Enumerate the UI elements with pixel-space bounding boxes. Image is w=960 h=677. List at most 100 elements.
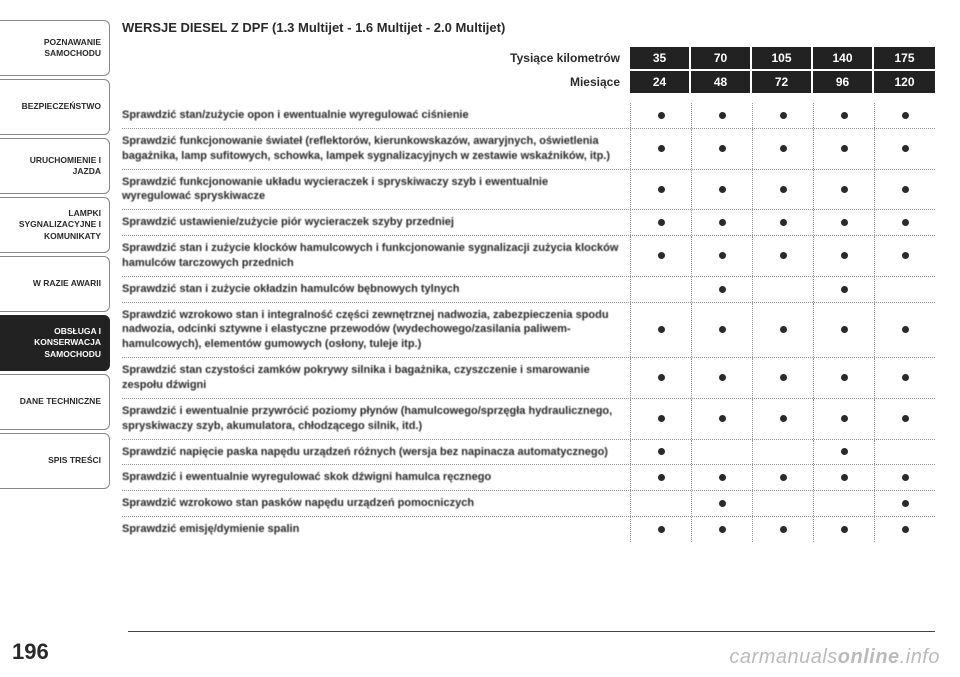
table-row: Sprawdzić emisję/dymienie spalin — [122, 517, 935, 542]
bullet-icon — [902, 374, 909, 381]
bullet-icon — [719, 326, 726, 333]
row-cell — [691, 440, 752, 465]
row-cell — [691, 399, 752, 439]
bullet-icon — [658, 448, 665, 455]
header-cell: 120 — [874, 71, 935, 93]
row-cell — [813, 277, 874, 302]
table-row: Sprawdzić stan czystości zamków pokrywy … — [122, 358, 935, 399]
row-cell — [752, 440, 813, 465]
row-cell — [691, 465, 752, 490]
bullet-icon — [902, 474, 909, 481]
bullet-icon — [902, 526, 909, 533]
table-row: Sprawdzić funkcjonowanie układu wycierac… — [122, 170, 935, 211]
header-cell: 70 — [691, 47, 752, 69]
bullet-icon — [719, 500, 726, 507]
row-cell — [630, 129, 691, 169]
bullet-icon — [780, 474, 787, 481]
row-label: Sprawdzić stan i zużycie okładzin hamulc… — [122, 277, 630, 302]
row-cell — [813, 236, 874, 276]
bullet-icon — [841, 219, 848, 226]
row-cell — [813, 129, 874, 169]
header-cell: 72 — [752, 71, 813, 93]
bullet-icon — [658, 526, 665, 533]
row-label: Sprawdzić ustawienie/zużycie piór wycier… — [122, 210, 630, 235]
sidebar-tab[interactable]: POZNAWANIE SAMOCHODU — [0, 20, 110, 76]
bullet-icon — [658, 374, 665, 381]
row-label: Sprawdzić i ewentualnie wyregulować skok… — [122, 465, 630, 490]
row-cell — [752, 236, 813, 276]
page-number: 196 — [12, 639, 49, 665]
row-cell — [630, 210, 691, 235]
row-cell — [752, 170, 813, 210]
header-label: Tysiące kilometrów — [122, 51, 630, 65]
sidebar-tab[interactable]: OBSŁUGA I KONSERWACJA SAMOCHODU — [0, 315, 110, 371]
header-cell: 35 — [630, 47, 691, 69]
sidebar-tab[interactable]: SPIS TREŚCI — [0, 433, 110, 489]
row-cell — [630, 491, 691, 516]
row-cell — [813, 517, 874, 542]
table-row: Sprawdzić i ewentualnie wyregulować skok… — [122, 465, 935, 491]
header-cell: 105 — [752, 47, 813, 69]
bullet-icon — [902, 326, 909, 333]
row-cell — [752, 129, 813, 169]
row-label: Sprawdzić i ewentualnie przywrócić pozio… — [122, 399, 630, 439]
watermark: carmanualsonline.info — [729, 646, 940, 669]
row-cell — [691, 517, 752, 542]
row-cell — [752, 491, 813, 516]
row-cell — [691, 491, 752, 516]
bullet-icon — [841, 326, 848, 333]
sidebar-tab[interactable]: DANE TECHNICZNE — [0, 374, 110, 430]
bullet-icon — [780, 326, 787, 333]
row-cell — [874, 399, 935, 439]
row-cell — [752, 358, 813, 398]
row-cell — [874, 491, 935, 516]
row-cell — [874, 277, 935, 302]
sidebar-tab[interactable]: LAMPKI SYGNALIZACYJNE I KOMUNIKATY — [0, 197, 110, 253]
row-cell — [874, 210, 935, 235]
sidebar-tab[interactable]: W RAZIE AWARII — [0, 256, 110, 312]
row-cell — [752, 465, 813, 490]
bullet-icon — [902, 415, 909, 422]
bullet-icon — [658, 219, 665, 226]
bullet-icon — [658, 415, 665, 422]
row-cell — [874, 303, 935, 358]
bullet-icon — [658, 252, 665, 259]
bullet-icon — [719, 252, 726, 259]
bullet-icon — [841, 474, 848, 481]
row-cell — [752, 517, 813, 542]
row-cell — [752, 103, 813, 128]
row-cell — [691, 236, 752, 276]
bullet-icon — [902, 145, 909, 152]
row-cell — [630, 517, 691, 542]
row-label: Sprawdzić stan i zużycie klocków hamulco… — [122, 236, 630, 276]
row-label: Sprawdzić funkcjonowanie świateł (reflek… — [122, 129, 630, 169]
row-cell — [874, 440, 935, 465]
bullet-icon — [841, 112, 848, 119]
row-cell — [813, 210, 874, 235]
header-cell: 175 — [874, 47, 935, 69]
row-label: Sprawdzić funkcjonowanie układu wycierac… — [122, 170, 630, 210]
bullet-icon — [780, 112, 787, 119]
sidebar: POZNAWANIE SAMOCHODUBEZPIECZEŃSTWOURUCHO… — [0, 20, 110, 662]
bullet-icon — [719, 526, 726, 533]
page-title: WERSJE DIESEL Z DPF (1.3 Multijet - 1.6 … — [122, 20, 935, 35]
row-cell — [630, 399, 691, 439]
sidebar-tab[interactable]: BEZPIECZEŃSTWO — [0, 79, 110, 135]
bullet-icon — [658, 145, 665, 152]
bullet-icon — [841, 186, 848, 193]
table-row: Sprawdzić wzrokowo stan i integralność c… — [122, 303, 935, 359]
bullet-icon — [658, 112, 665, 119]
bullet-icon — [719, 415, 726, 422]
bullet-icon — [780, 374, 787, 381]
row-cell — [691, 277, 752, 302]
content: WERSJE DIESEL Z DPF (1.3 Multijet - 1.6 … — [122, 20, 935, 662]
row-cell — [630, 236, 691, 276]
row-cell — [874, 103, 935, 128]
row-cell — [691, 210, 752, 235]
header-label: Miesiące — [122, 75, 630, 89]
bullet-icon — [902, 500, 909, 507]
header-cell: 24 — [630, 71, 691, 93]
header-row: Tysiące kilometrów3570105140175 — [122, 47, 935, 69]
sidebar-tab[interactable]: URUCHOMIENIE I JAZDA — [0, 138, 110, 194]
bullet-icon — [780, 186, 787, 193]
